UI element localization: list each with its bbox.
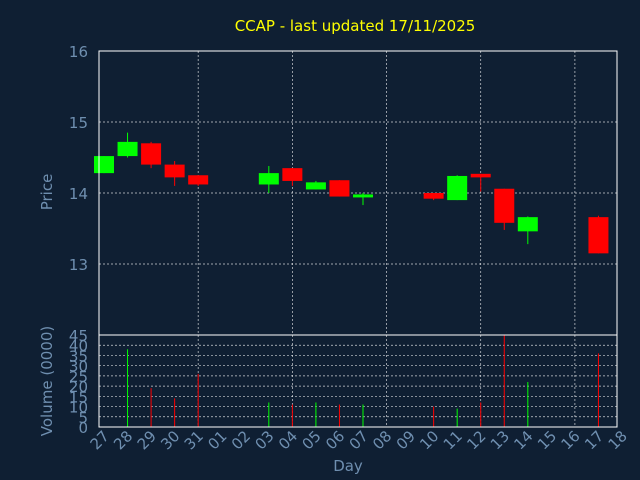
candle-body (423, 193, 444, 199)
x-axis-label: Day (333, 457, 363, 475)
candle-body (470, 173, 491, 178)
x-tick-label: 14 (510, 427, 536, 453)
volume-y-tick-label: 10 (69, 399, 88, 417)
x-tick-label: 01 (204, 427, 230, 453)
price-y-tick-label: 13 (69, 256, 88, 274)
x-tick-label: 07 (346, 427, 372, 453)
candle-body (141, 143, 162, 165)
volume-bars (127, 335, 599, 427)
x-tick-label: 10 (416, 427, 442, 453)
x-tick-label: 06 (322, 427, 348, 453)
candle-body (164, 164, 185, 178)
candle-body (117, 141, 138, 157)
x-tick-label: 29 (134, 427, 160, 453)
volume-y-tick-label: 35 (69, 347, 88, 365)
candle-body (494, 188, 515, 223)
x-tick-label: 16 (557, 427, 583, 453)
candle-body (447, 175, 468, 201)
candle-body (588, 217, 609, 254)
x-tick-label: 13 (487, 427, 513, 453)
candle-body (352, 194, 373, 198)
x-tick-label: 30 (157, 427, 183, 453)
candle-body (188, 175, 209, 185)
volume-grid (99, 335, 617, 427)
candle-body (517, 217, 538, 232)
volume-axis-label: Volume (0000) (38, 326, 56, 436)
x-tick-labels: 2728293031010203040506070809101112131415… (87, 427, 631, 453)
x-tick-label: 28 (110, 427, 136, 453)
volume-y-tick-label: 25 (69, 368, 88, 386)
x-tick-label: 11 (440, 427, 466, 453)
x-tick-label: 12 (463, 427, 489, 453)
volume-y-tick-label: 5 (78, 409, 88, 427)
x-tick-label: 31 (181, 427, 207, 453)
price-y-tick-labels: 13 14 15 16 (69, 43, 88, 274)
price-grid (99, 51, 617, 335)
x-tick-label: 18 (605, 427, 631, 453)
volume-y-tick-label: 0 (78, 419, 88, 437)
x-tick-label: 02 (228, 427, 254, 453)
price-panel: 13 14 15 16 (69, 43, 618, 336)
candle-body (329, 180, 350, 197)
volume-y-tick-label: 30 (69, 358, 88, 376)
price-candles (94, 132, 609, 254)
price-y-tick-label: 16 (69, 43, 88, 61)
x-tick-label: 15 (534, 427, 560, 453)
x-tick-label: 27 (87, 427, 113, 453)
candle-body (305, 182, 326, 190)
x-tick-label: 05 (299, 427, 325, 453)
candle-body (94, 156, 114, 174)
x-tick-label: 04 (275, 427, 301, 453)
price-axis-label: Price (38, 174, 56, 211)
x-tick-label: 09 (393, 427, 419, 453)
volume-y-tick-label: 40 (69, 337, 88, 355)
x-tick-label: 08 (369, 427, 395, 453)
volume-frame (98, 334, 618, 428)
x-tick-label: 03 (251, 427, 277, 453)
volume-y-tick-label: 15 (69, 388, 88, 406)
candle-body (282, 168, 303, 181)
x-tick-label: 17 (581, 427, 607, 453)
volume-y-tick-label: 45 (69, 327, 88, 345)
volume-y-tick-label: 20 (69, 378, 88, 396)
chart-title: CCAP - last updated 17/11/2025 (235, 17, 476, 35)
price-y-tick-label: 14 (69, 185, 88, 203)
price-y-tick-label: 15 (69, 114, 88, 132)
candle-body (258, 173, 279, 185)
